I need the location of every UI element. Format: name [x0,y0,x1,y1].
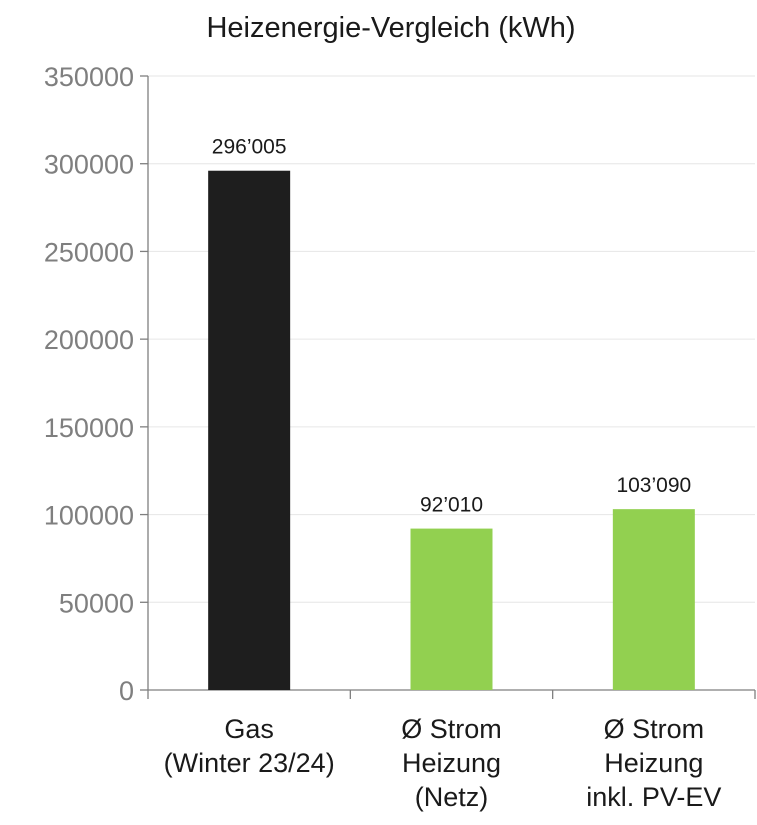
data-label: 92’010 [420,494,483,517]
y-tick-label: 100000 [44,501,134,531]
x-tick-label: Gas [224,714,274,744]
y-tick-label: 0 [119,676,134,706]
y-tick-label: 350000 [44,62,134,92]
bar [410,528,493,690]
data-label: 296’005 [212,136,287,159]
y-tick-label: 150000 [44,413,134,443]
y-tick-label: 250000 [44,237,134,267]
bar [208,170,291,690]
x-tick-label: (Netz) [415,782,489,812]
x-tick-label: Heizung [402,748,501,778]
x-tick-label: Ø Strom [401,714,502,744]
bars [208,170,695,690]
x-tick-label: Ø Strom [604,714,705,744]
y-tick-label: 300000 [44,150,134,180]
data-labels: 296’005 92’010 103’090 [212,136,691,517]
x-tick-label: inkl. PV-EV [586,782,721,812]
x-tick-label: Heizung [604,748,703,778]
chart-title: Heizenergie-Vergleich (kWh) [206,12,575,44]
y-tick-labels: 0 50000 100000 150000 200000 250000 300000 3500… [44,62,134,706]
bar [612,509,695,690]
data-label: 103’090 [616,474,691,497]
x-tick-label: (Winter 23/24) [164,748,335,778]
x-tick-labels: Gas (Winter 23/24) Ø Strom Heizung (Netz) Ø S… [164,714,722,812]
y-tick-label: 200000 [44,325,134,355]
y-tick-label: 50000 [59,588,134,618]
